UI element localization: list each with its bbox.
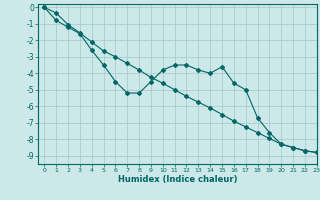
X-axis label: Humidex (Indice chaleur): Humidex (Indice chaleur) (118, 175, 237, 184)
